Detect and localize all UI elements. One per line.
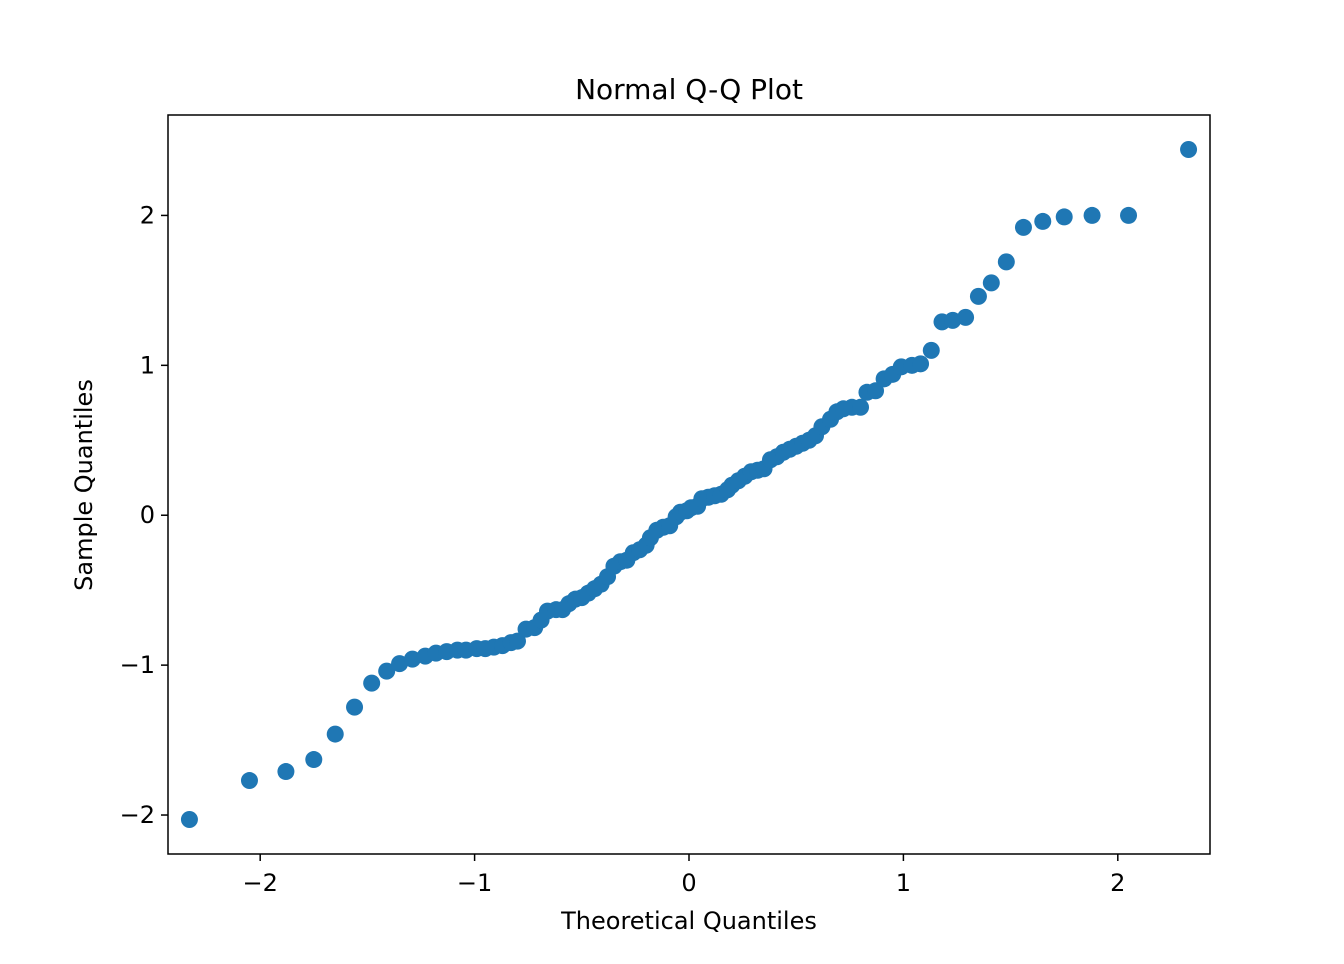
data-point xyxy=(346,698,364,716)
data-point xyxy=(508,632,526,650)
data-point xyxy=(997,253,1015,271)
x-axis-ticks: −2 −1 0 1 2 xyxy=(242,854,1125,897)
data-point xyxy=(180,811,198,829)
data-point xyxy=(1014,218,1032,236)
data-point xyxy=(912,355,930,373)
y-tick-label: −1 xyxy=(120,651,155,679)
data-point xyxy=(277,763,295,781)
data-point xyxy=(403,650,421,668)
data-point xyxy=(391,655,409,673)
data-point xyxy=(1180,140,1198,158)
y-axis-ticks: −2 −1 0 1 2 xyxy=(120,201,168,829)
plot-area xyxy=(168,115,1210,854)
data-point xyxy=(969,287,987,305)
chart-title: Normal Q-Q Plot xyxy=(575,73,803,106)
data-point xyxy=(852,398,870,416)
data-point xyxy=(867,382,885,400)
data-point xyxy=(363,674,381,692)
y-tick-label: 0 xyxy=(140,501,155,529)
x-tick-label: 2 xyxy=(1110,869,1125,897)
x-tick-label: −2 xyxy=(242,869,277,897)
data-point xyxy=(305,751,323,769)
data-point xyxy=(922,341,940,359)
data-point xyxy=(378,662,396,680)
points-layer xyxy=(180,140,1198,829)
x-tick-label: 0 xyxy=(681,869,696,897)
data-point xyxy=(944,311,962,329)
plot-frame xyxy=(167,114,1211,855)
y-axis-label: Sample Quantiles xyxy=(70,379,98,591)
data-point xyxy=(1120,206,1138,224)
x-tick-label: 1 xyxy=(896,869,911,897)
data-point xyxy=(1083,206,1101,224)
y-tick-label: −2 xyxy=(120,801,155,829)
data-point xyxy=(982,274,1000,292)
data-point xyxy=(957,308,975,326)
data-point xyxy=(1055,208,1073,226)
data-point xyxy=(240,772,258,790)
x-axis-label: Theoretical Quantiles xyxy=(560,907,817,935)
y-tick-label: 2 xyxy=(140,201,155,229)
data-point xyxy=(1034,212,1052,230)
x-tick-label: −1 xyxy=(457,869,492,897)
data-point xyxy=(326,725,344,743)
y-tick-label: 1 xyxy=(140,351,155,379)
